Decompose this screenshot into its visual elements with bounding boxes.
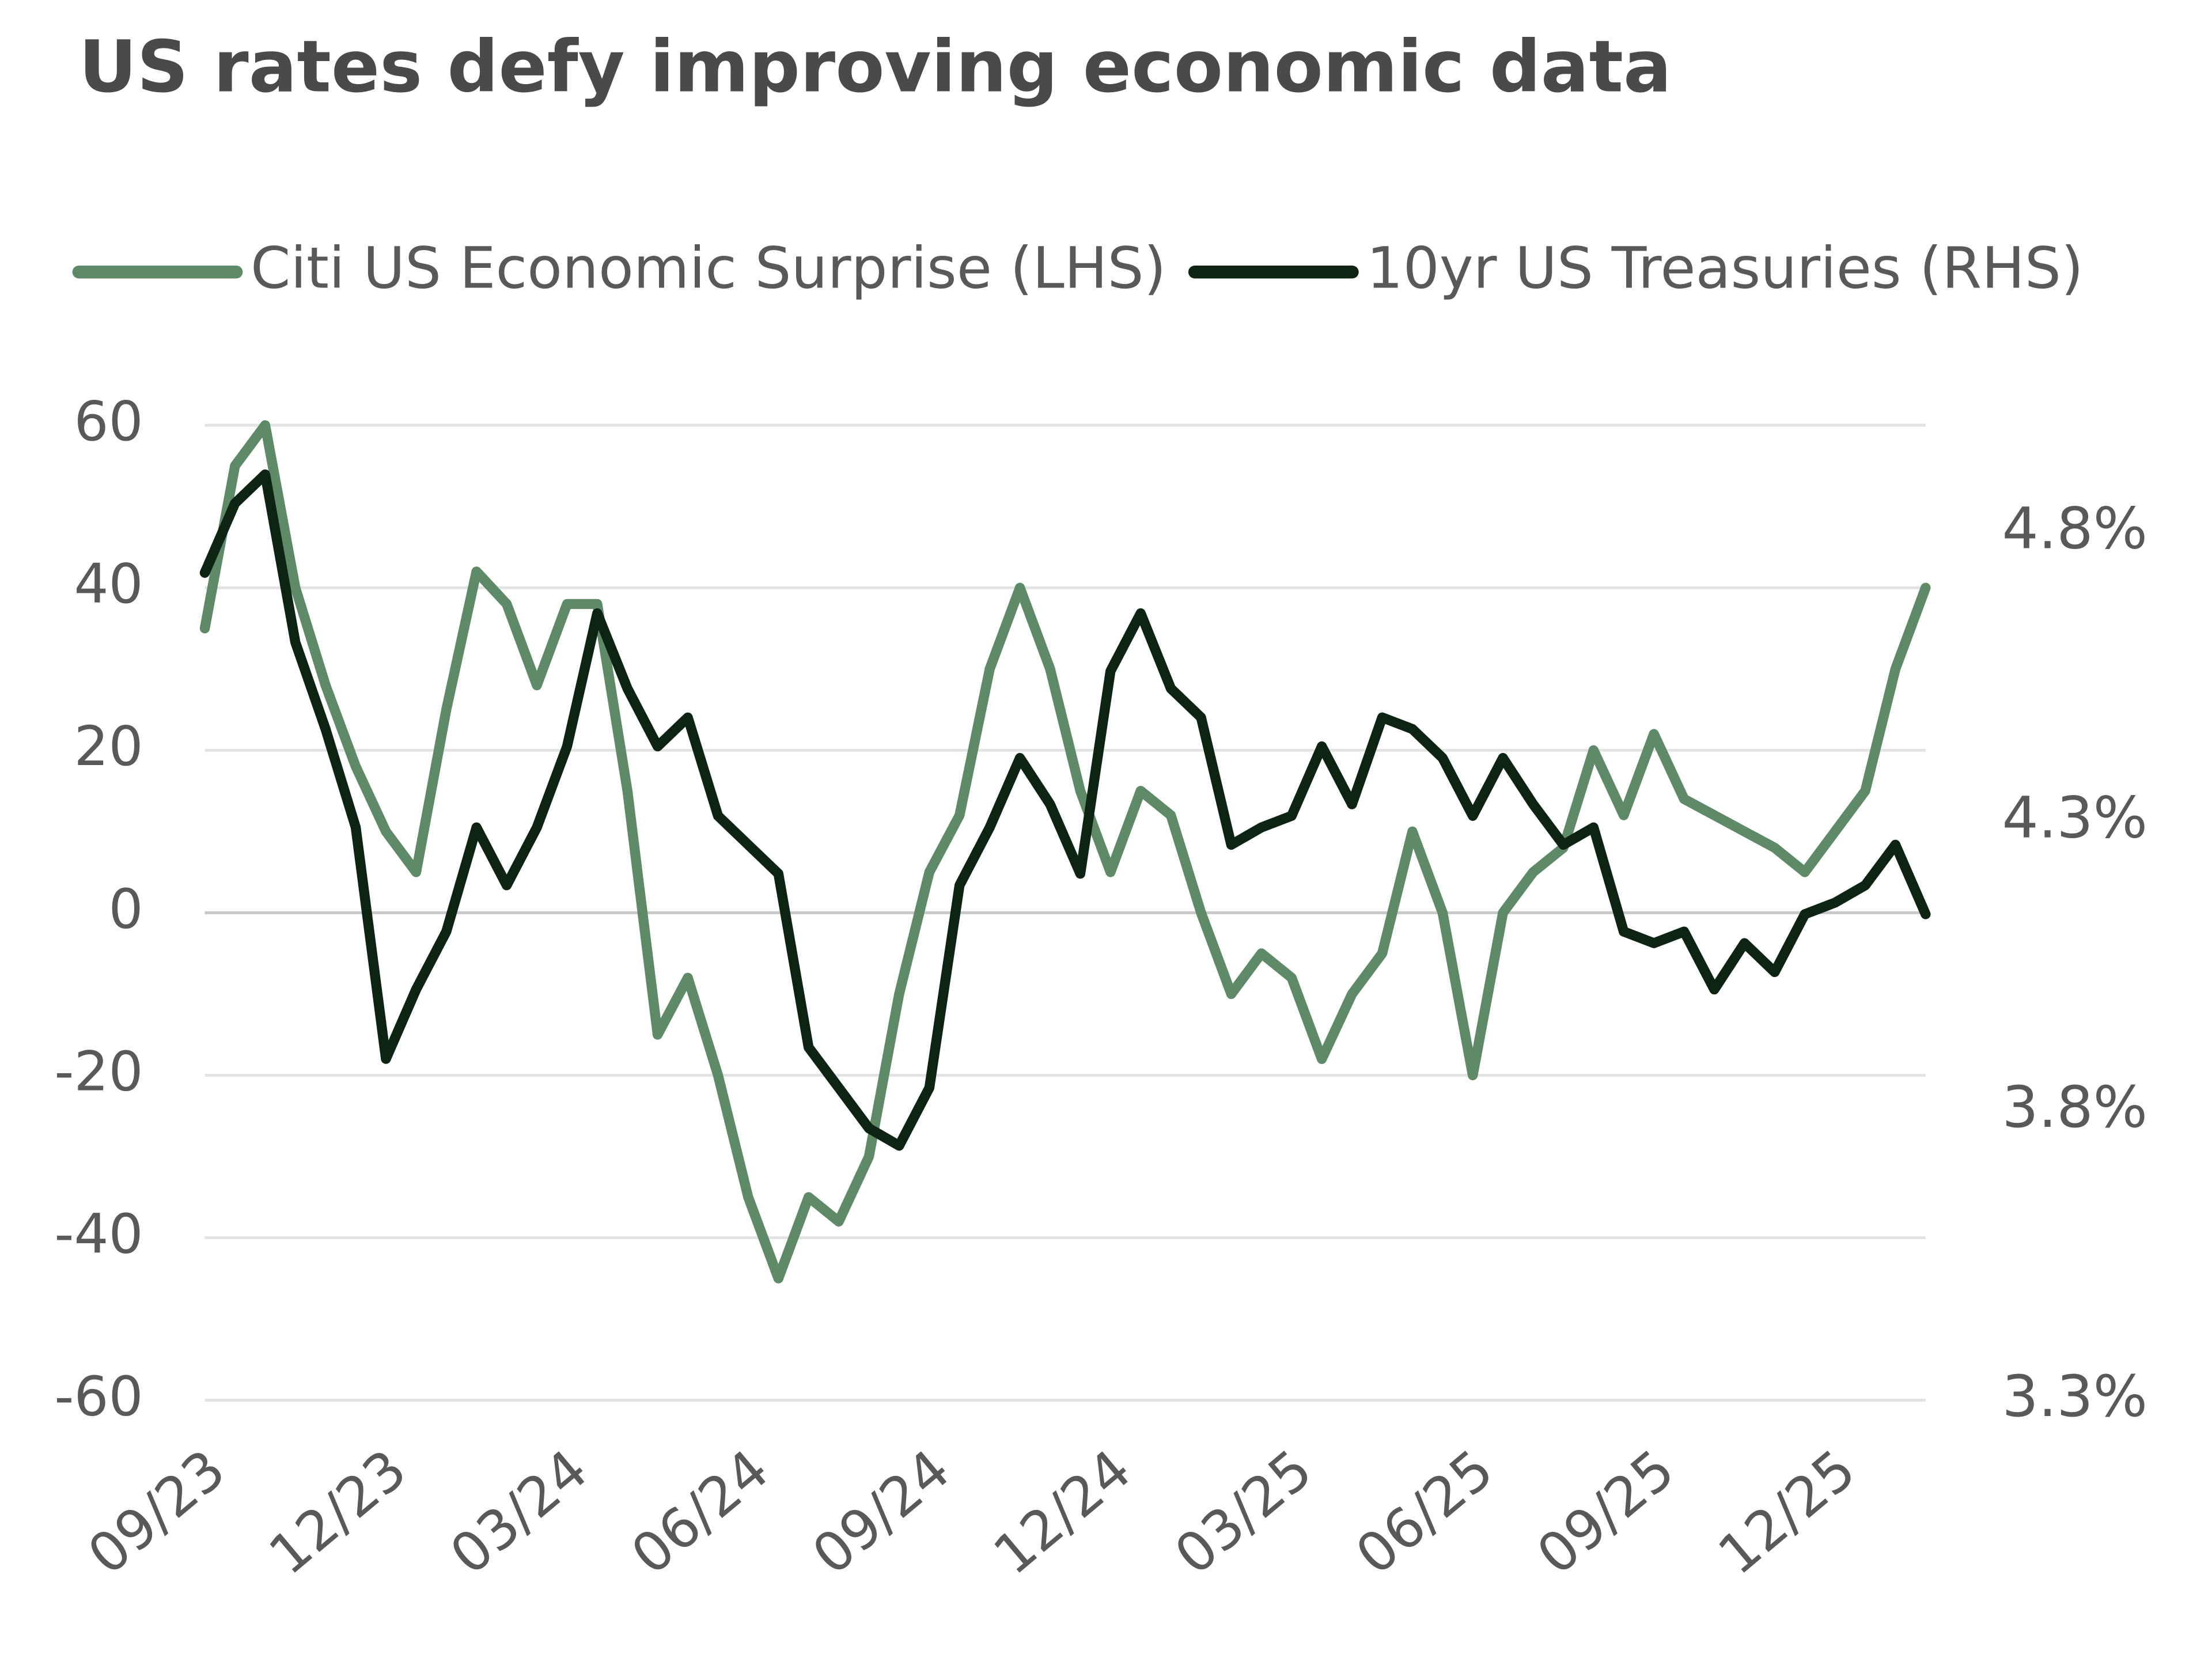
x-tick-label: 09/23 bbox=[77, 1438, 237, 1587]
y-tick-label: -60 bbox=[54, 1365, 143, 1429]
y-tick-label: 60 bbox=[74, 390, 143, 453]
y-tick-label: 40 bbox=[74, 552, 143, 616]
series-line bbox=[199, 469, 1931, 1151]
y-tick-label: 0 bbox=[109, 877, 143, 941]
y2-tick-label: 4.3% bbox=[2002, 785, 2148, 851]
y2-tick-label: 3.8% bbox=[2002, 1074, 2148, 1141]
x-tick-label: 09/24 bbox=[801, 1438, 961, 1587]
x-tick-label: 12/24 bbox=[982, 1438, 1143, 1587]
legend-label: Citi US Economic Surprise (LHS) bbox=[251, 236, 1166, 302]
x-tick-label: 06/24 bbox=[620, 1438, 781, 1587]
series-line bbox=[199, 420, 1931, 1284]
y-tick-label: 20 bbox=[74, 715, 143, 778]
y2-tick-label: 4.8% bbox=[2002, 495, 2148, 562]
x-tick-label: 09/25 bbox=[1525, 1438, 1686, 1587]
x-tick-label: 06/25 bbox=[1344, 1438, 1505, 1587]
y-tick-label: -20 bbox=[54, 1040, 143, 1103]
x-tick-label: 03/24 bbox=[438, 1438, 599, 1587]
x-tick-label: 12/23 bbox=[257, 1438, 418, 1587]
x-tick-label: 03/25 bbox=[1163, 1438, 1324, 1587]
x-tick-label: 12/25 bbox=[1707, 1438, 1868, 1587]
y-tick-label: -40 bbox=[54, 1202, 143, 1266]
legend-label: 10yr US Treasuries (RHS) bbox=[1366, 236, 2083, 302]
y2-tick-label: 3.3% bbox=[2002, 1364, 2148, 1430]
chart-title: US rates defy improving economic data bbox=[79, 25, 1672, 108]
